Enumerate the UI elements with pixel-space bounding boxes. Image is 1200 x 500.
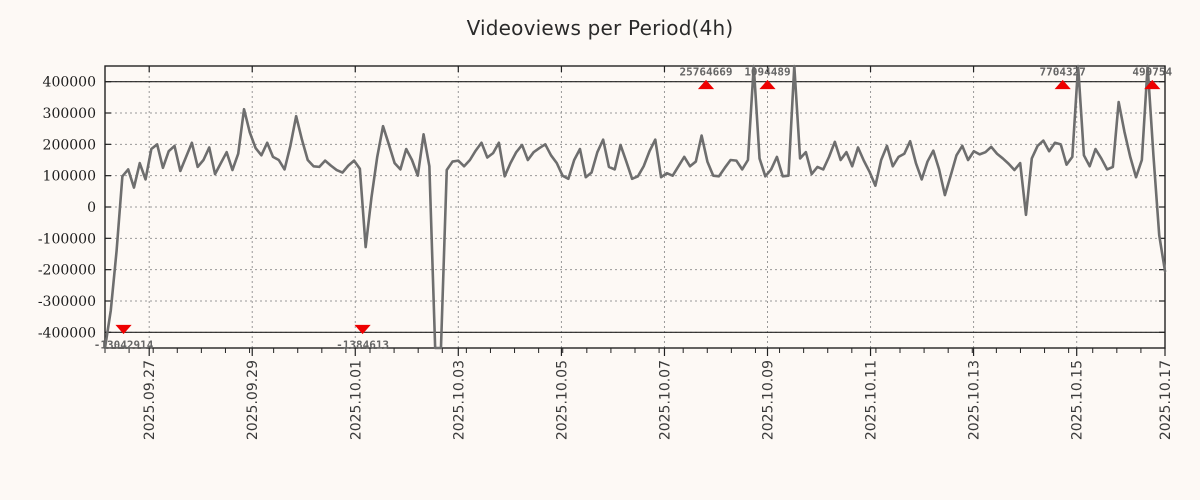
outlier-marker-triangle [697, 79, 715, 90]
outlier-annotations: -13042914 -1384613 25764669 1094489 7704327 4… [94, 66, 1173, 352]
x-tick-label: 2025.10.01 [348, 360, 364, 440]
y-tick-label: 400000 [43, 75, 96, 91]
outlier-value-label: -13042914 [94, 338, 154, 351]
outlier-value-label: 25764669 [680, 66, 733, 79]
y-axis-labels: 400000 300000 200000 100000 0 -100000 -200000 -… [38, 75, 96, 342]
y-tick-label: -300000 [38, 294, 96, 310]
x-tick-label: 2025.10.11 [864, 360, 880, 440]
y-tick-label: -100000 [38, 231, 96, 247]
outlier-marker-triangle [1144, 79, 1161, 90]
x-tick-label: 2025.10.17 [1158, 360, 1174, 440]
y-tick-label: 200000 [43, 137, 96, 153]
chart-title: Videoviews per Period(4h) [466, 16, 734, 40]
x-tick-label: 2025.10.15 [1070, 360, 1086, 440]
x-tick-label: 2025.09.29 [245, 360, 261, 440]
axis-ticks [104, 66, 1166, 356]
y-tick-label: 300000 [43, 106, 96, 122]
outlier-value-label: 499754 [1132, 66, 1172, 79]
x-tick-label: 2025.10.03 [451, 360, 467, 440]
outlier-markers [115, 79, 1161, 335]
outlier-value-label: -1384613 [336, 338, 389, 351]
outlier-marker-triangle [1054, 79, 1071, 90]
grid-lines [105, 66, 1166, 348]
outlier-marker-triangle [759, 79, 776, 90]
y-tick-label: 0 [87, 200, 96, 216]
outlier-marker-triangle [115, 324, 132, 335]
y-tick-label: 100000 [43, 169, 96, 185]
outlier-marker-triangle [354, 324, 371, 335]
x-tick-label: 2025.10.13 [967, 360, 983, 440]
outlier-value-label: 7704327 [1040, 66, 1086, 79]
outlier-value-label: 1094489 [744, 66, 790, 79]
y-tick-label: -200000 [38, 263, 96, 279]
data-series-line [103, 64, 1167, 350]
x-axis-labels: 2025.09.27 2025.09.29 2025.10.01 2025.10.03… [142, 360, 1174, 440]
x-tick-label: 2025.10.09 [761, 360, 777, 440]
x-tick-label: 2025.10.07 [657, 360, 673, 440]
y-tick-label: -400000 [38, 325, 96, 341]
x-tick-label: 2025.10.05 [554, 360, 570, 440]
x-tick-label: 2025.09.27 [142, 360, 158, 440]
